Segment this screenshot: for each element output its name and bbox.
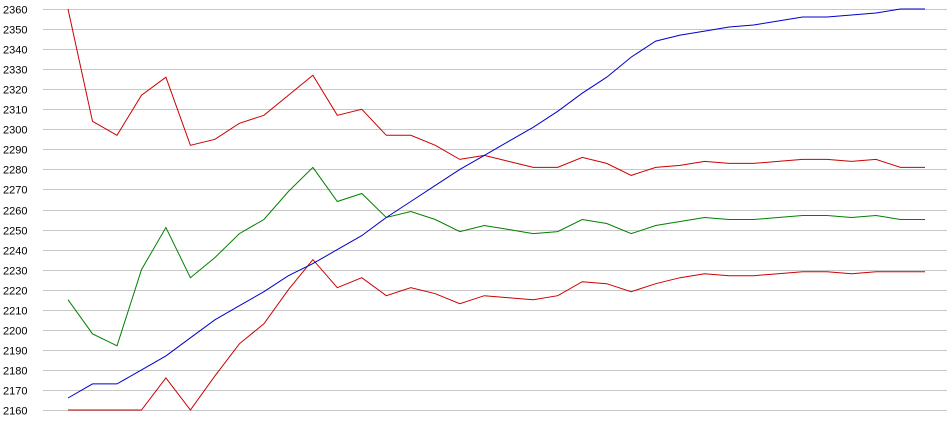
y-tick-label: 2180 <box>3 366 27 378</box>
y-tick-label: 2220 <box>3 286 27 298</box>
series-line-lower <box>68 258 925 411</box>
y-tick-label: 2190 <box>3 346 27 358</box>
y-tick-label: 2280 <box>3 165 27 177</box>
series-line-upper <box>67 8 925 176</box>
y-tick-label: 2250 <box>3 226 27 238</box>
gridlines <box>43 9 947 411</box>
y-tick-label: 2330 <box>3 65 27 77</box>
series-lines <box>67 8 925 411</box>
y-tick-label: 2210 <box>3 306 27 318</box>
y-tick-label: 2340 <box>3 45 27 57</box>
y-tick-label: 2320 <box>3 85 27 97</box>
y-tick-label: 2300 <box>3 125 27 137</box>
y-tick-label: 2260 <box>3 206 27 218</box>
y-tick-label: 2170 <box>3 386 27 398</box>
y-tick-label: 2230 <box>3 266 27 278</box>
y-tick-label: 2360 <box>3 5 27 17</box>
y-tick-label: 2310 <box>3 105 27 117</box>
y-tick-label: 2270 <box>3 185 27 197</box>
y-tick-label: 2290 <box>3 145 27 157</box>
y-tick-label: 2200 <box>3 326 27 338</box>
y-tick-label: 2240 <box>3 246 27 258</box>
series-line-middle <box>67 166 925 347</box>
y-tick-label: 2160 <box>3 406 27 418</box>
series-line-rising <box>67 8 925 399</box>
y-axis-ticks: 2160 2170 2180 2190 2200 2210 2220 2230 2240 2250… <box>3 5 27 418</box>
y-tick-label: 2350 <box>3 25 27 37</box>
